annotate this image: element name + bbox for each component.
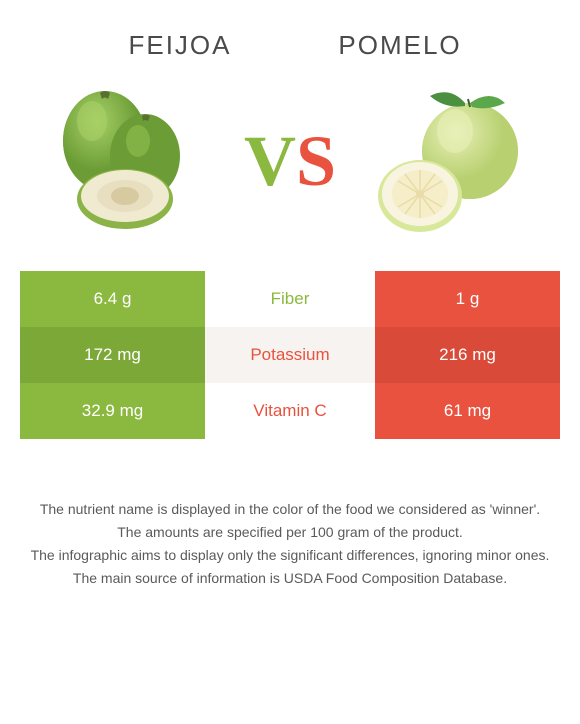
vs-text: VS <box>244 120 336 203</box>
comparison-row: 32.9 mgVitamin C61 mg <box>20 383 560 439</box>
comparison-table: 6.4 gFiber1 g172 mgPotassium216 mg32.9 m… <box>20 271 560 439</box>
footnote-line: The infographic aims to display only the… <box>30 545 550 566</box>
footnote-line: The main source of information is USDA F… <box>30 568 550 589</box>
nutrient-name: Fiber <box>205 271 375 327</box>
images-row: VS <box>20 81 560 271</box>
footnote-line: The nutrient name is displayed in the co… <box>30 499 550 520</box>
nutrient-name: Potassium <box>205 327 375 383</box>
right-value: 216 mg <box>375 327 560 383</box>
footnotes: The nutrient name is displayed in the co… <box>20 499 560 589</box>
vs-s-letter: S <box>296 121 336 201</box>
pomelo-image <box>370 81 530 241</box>
nutrient-name: Vitamin C <box>205 383 375 439</box>
left-value: 6.4 g <box>20 271 205 327</box>
comparison-row: 6.4 gFiber1 g <box>20 271 560 327</box>
feijoa-image <box>50 81 210 241</box>
right-food-title: POMELO <box>290 30 510 61</box>
vs-v-letter: V <box>244 121 296 201</box>
left-value: 32.9 mg <box>20 383 205 439</box>
footnote-line: The amounts are specified per 100 gram o… <box>30 522 550 543</box>
header: FEIJOA POMELO <box>20 20 560 81</box>
right-value: 61 mg <box>375 383 560 439</box>
comparison-row: 172 mgPotassium216 mg <box>20 327 560 383</box>
left-food-title: FEIJOA <box>70 30 290 61</box>
right-value: 1 g <box>375 271 560 327</box>
left-value: 172 mg <box>20 327 205 383</box>
